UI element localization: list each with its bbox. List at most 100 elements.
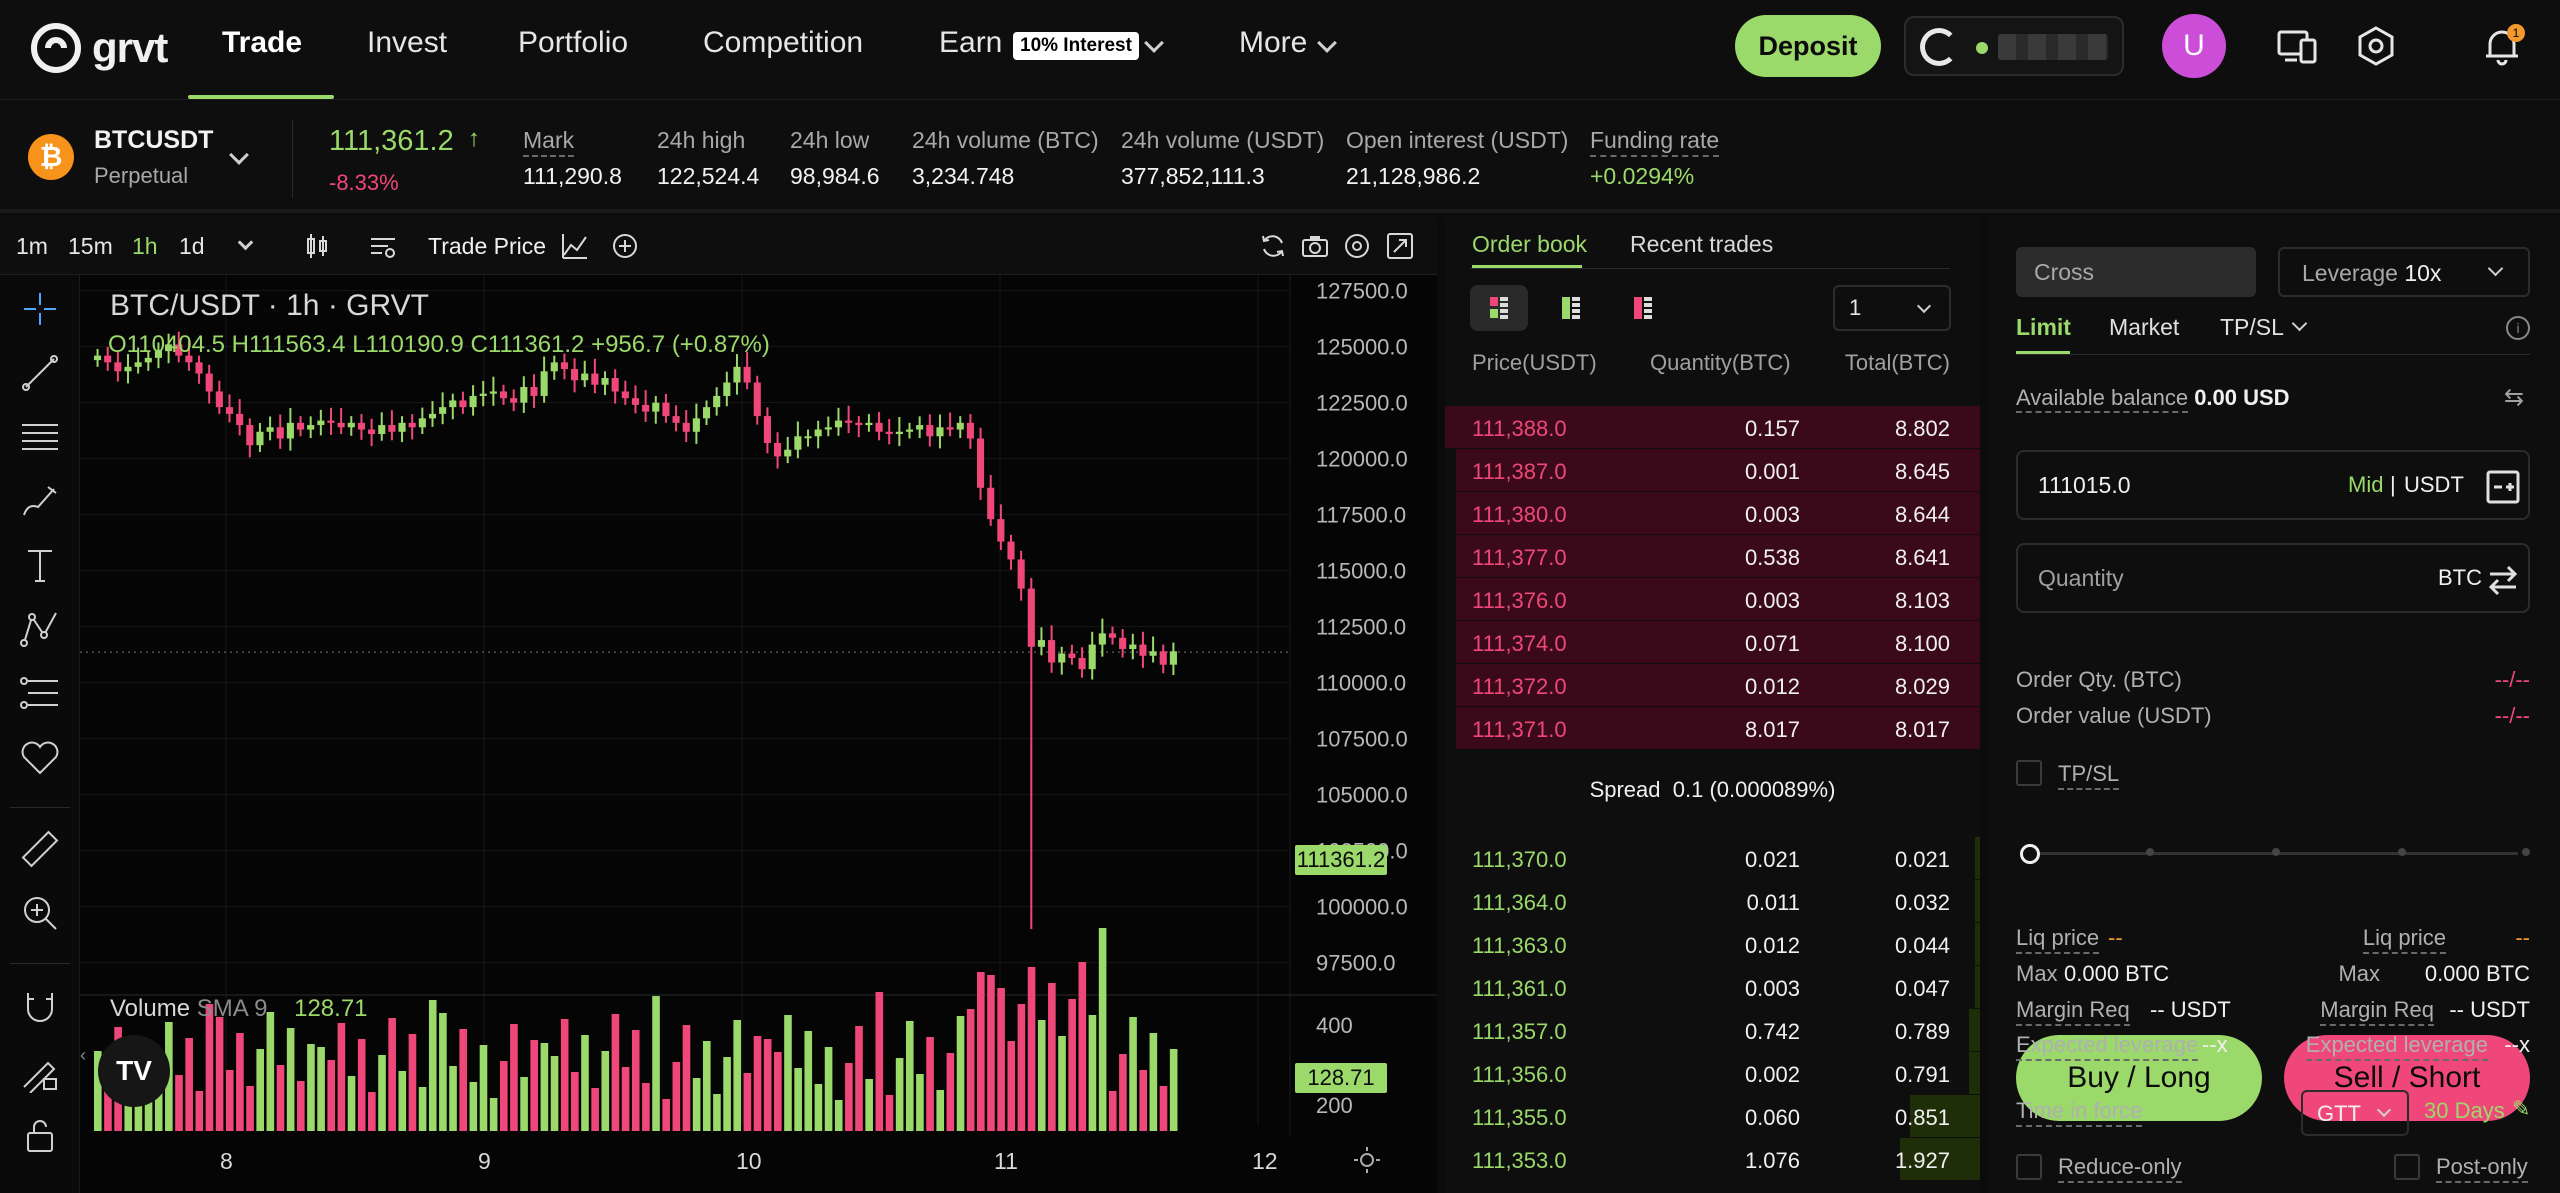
nav-trade[interactable]: Trade (222, 26, 303, 59)
tradingview-logo[interactable]: TV (98, 1035, 170, 1107)
chart-theme-icon[interactable] (1352, 1145, 1382, 1175)
timeframe-chevron-down-icon[interactable] (237, 234, 254, 251)
horizontal-lines-icon[interactable] (18, 415, 62, 459)
chart-settings-icon[interactable] (1342, 231, 1372, 261)
quantity-input[interactable]: Quantity BTC (2016, 543, 2530, 613)
price-source-selector[interactable]: Trade Price (428, 233, 547, 259)
slider-tick-75[interactable] (2398, 848, 2406, 856)
fib-tool-icon[interactable] (18, 671, 62, 715)
view-asks-button[interactable] (1614, 285, 1672, 331)
avatar[interactable]: U (2162, 14, 2226, 78)
ask-row[interactable]: 111,388.0 0.157 8.802 (1445, 406, 1980, 449)
settings-hex-icon[interactable] (2354, 24, 2398, 68)
tif-select[interactable]: GTT (2301, 1090, 2409, 1136)
candle-type-icon[interactable] (302, 231, 332, 261)
ask-row[interactable]: 111,372.0 0.012 8.029 (1445, 664, 1980, 707)
timeframe-1d[interactable]: 1d (179, 233, 205, 259)
magnet-icon[interactable] (18, 985, 62, 1029)
tif-label[interactable]: Time in force (2016, 1098, 2143, 1127)
indicator-settings-icon[interactable] (368, 231, 398, 261)
margin-mode-button[interactable]: Cross (2016, 247, 2256, 297)
deposit-button[interactable]: Deposit (1735, 15, 1881, 77)
bid-row[interactable]: 111,355.0 0.060 0.851 (1445, 1095, 1980, 1138)
bid-row[interactable]: 111,357.0 0.742 0.789 (1445, 1009, 1980, 1052)
fullscreen-icon[interactable] (1385, 231, 1415, 261)
slider-tick-25[interactable] (2146, 848, 2154, 856)
stat-mark-label[interactable]: Mark (523, 127, 575, 157)
ask-row[interactable]: 111,377.0 0.538 8.641 (1445, 535, 1980, 578)
bid-row[interactable]: 111,356.0 0.002 0.791 (1445, 1052, 1980, 1095)
reduce-only-label[interactable]: Reduce-only (2058, 1154, 2182, 1183)
bid-row[interactable]: 111,353.0 1.076 1.927 (1445, 1138, 1980, 1181)
collapse-tools-chevron-icon[interactable]: ‹ (80, 1045, 86, 1065)
tab-recent-trades[interactable]: Recent trades (1630, 231, 1774, 257)
transfer-icon[interactable]: ⇆ (2504, 384, 2525, 411)
ask-row[interactable]: 111,376.0 0.003 8.103 (1445, 578, 1980, 621)
nav-competition[interactable]: Competition (703, 26, 864, 59)
ruler-icon[interactable] (18, 827, 62, 871)
quantity-slider-handle[interactable] (2020, 844, 2040, 864)
tab-order-book[interactable]: Order book (1472, 231, 1588, 257)
view-both-button[interactable] (1470, 285, 1528, 331)
timeframe-15m[interactable]: 15m (68, 233, 113, 259)
edit-pencil-icon[interactable]: ✎ (2512, 1096, 2531, 1121)
tpsl-checkbox[interactable] (2016, 760, 2042, 786)
nav-more[interactable]: More (1239, 26, 1308, 59)
timeframe-1h[interactable]: 1h (132, 233, 158, 259)
order-type-info-icon[interactable]: i (2506, 316, 2530, 340)
refresh-icon[interactable] (1258, 231, 1288, 261)
wallet-connect-button[interactable] (1904, 16, 2124, 76)
post-only-label[interactable]: Post-only (2436, 1154, 2528, 1183)
bid-row[interactable]: 111,363.0 0.012 0.044 (1445, 923, 1980, 966)
ask-row[interactable]: 111,374.0 0.071 8.100 (1445, 621, 1980, 664)
post-only-checkbox[interactable] (2394, 1154, 2420, 1180)
indicators-chart-icon[interactable] (560, 231, 590, 261)
heart-icon[interactable] (18, 735, 62, 779)
view-bids-button[interactable] (1542, 285, 1600, 331)
precision-select[interactable]: 1 (1833, 285, 1951, 331)
swap-unit-icon[interactable] (2486, 563, 2520, 597)
tpsl-checkbox-label[interactable]: TP/SL (2058, 761, 2120, 790)
slider-tick-50[interactable] (2272, 848, 2280, 856)
stat-funding-rate-label[interactable]: Funding rate (1590, 127, 1720, 157)
price-mid-button[interactable]: Mid (2348, 472, 2384, 497)
nav-portfolio[interactable]: Portfolio (518, 26, 629, 59)
bid-row[interactable]: 111,361.0 0.003 0.047 (1445, 966, 1980, 1009)
bid-row[interactable]: 111,370.0 0.021 0.021 (1445, 837, 1980, 880)
timeframe-1m[interactable]: 1m (16, 233, 48, 259)
ask-row[interactable]: 111,371.0 8.017 8.017 (1445, 707, 1980, 750)
text-tool-icon[interactable] (18, 543, 62, 587)
slider-tick-100[interactable] (2522, 848, 2530, 856)
pattern-tool-icon[interactable] (18, 607, 62, 651)
symbol-name[interactable]: BTCUSDT (94, 126, 214, 154)
ask-row[interactable]: 111,380.0 0.003 8.644 (1445, 492, 1980, 535)
tif-days[interactable]: 30 Days (2424, 1098, 2505, 1123)
price-input[interactable]: 111015.0 Mid | USDT (2016, 450, 2530, 520)
trend-line-icon[interactable] (18, 351, 62, 395)
tab-limit[interactable]: Limit (2016, 314, 2071, 340)
devices-icon[interactable] (2275, 24, 2319, 68)
ask-row[interactable]: 111,387.0 0.001 8.645 (1445, 449, 1980, 492)
more-chevron-down-icon[interactable] (1317, 33, 1337, 53)
buy-long-button[interactable]: Buy / Long (2016, 1035, 2262, 1121)
tab-market[interactable]: Market (2109, 314, 2180, 340)
unlock-icon[interactable] (18, 1113, 62, 1157)
price-stepper-icon[interactable] (2486, 470, 2520, 504)
camera-icon[interactable] (1300, 231, 1330, 261)
price-chart[interactable]: 127500.0 125000.0 122500.0 120000.0 117500.0… (80, 275, 1437, 1193)
nav-earn[interactable]: Earn (939, 26, 1003, 59)
leverage-selector[interactable]: Leverage 10x (2278, 247, 2530, 297)
tpsl-chevron-down-icon[interactable] (2291, 315, 2308, 332)
bell-icon[interactable] (2480, 24, 2524, 68)
add-indicator-icon[interactable] (610, 231, 640, 261)
lock-drawing-icon[interactable] (18, 1049, 62, 1093)
bid-row[interactable]: 111,364.0 0.011 0.032 (1445, 880, 1980, 923)
earn-chevron-down-icon[interactable] (1144, 33, 1164, 53)
reduce-only-checkbox[interactable] (2016, 1154, 2042, 1180)
zoom-in-icon[interactable] (18, 891, 62, 935)
brush-icon[interactable] (18, 479, 62, 523)
tab-tpsl[interactable]: TP/SL (2220, 314, 2284, 340)
nav-invest[interactable]: Invest (367, 26, 448, 59)
logo[interactable]: grvt (28, 20, 168, 76)
crosshair-icon[interactable] (18, 287, 62, 331)
